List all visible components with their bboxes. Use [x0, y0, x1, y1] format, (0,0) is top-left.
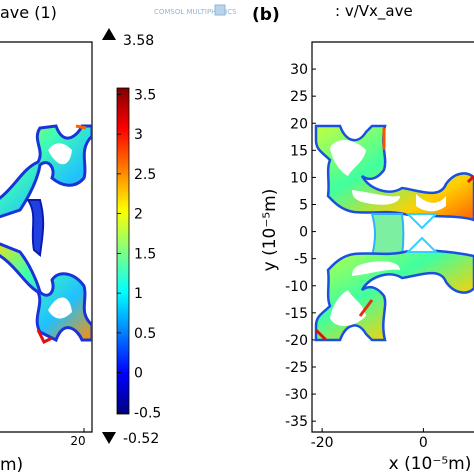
panel-a-frame [0, 41, 93, 433]
panel-a-xlabel: m) [0, 455, 23, 474]
y-tick-label: -20 [285, 333, 308, 349]
watermark: COMSOL MULTIPHYSICS [154, 4, 237, 16]
colorbar-tick-label: 0.5 [134, 326, 156, 342]
comsol-logo-icon [214, 4, 226, 16]
y-tick-label: 5 [299, 198, 308, 214]
colorbar-ticks: 3.5 3 2.5 2 1.5 1 0.5 0 -0.5 [117, 87, 161, 421]
panel-b-ylabel-text: y (10⁻⁵m) [260, 189, 280, 272]
x-tick-label: 0 [419, 435, 428, 451]
panel-a: ave (1) COMSOL MULTIPHYSICS 20 m) [0, 3, 237, 474]
panel-a-title: ave (1) [0, 3, 57, 22]
y-tick-label: -25 [285, 360, 308, 376]
colorbar-tick-label: 1.5 [134, 246, 156, 262]
colorbar-min-label: -0.52 [123, 431, 159, 447]
colorbar-tick-label: 0 [134, 366, 143, 382]
hole-b-5 [352, 261, 400, 276]
panel-b-ylabel: y (10⁻⁵m) [260, 189, 280, 272]
colorbar-tick-label: 2 [134, 207, 143, 223]
hotspot-b-2 [358, 299, 374, 317]
panel-b-frame [311, 41, 474, 433]
colorbar-tick-label: 3.5 [134, 87, 156, 103]
colorbar-tick-label: 1 [134, 286, 143, 302]
colorbar: 3.58 3.5 3 2.5 2 1.5 1 0.5 0 -0.5 -0.52 [102, 28, 161, 447]
x-tick-label-a: 20 [70, 434, 85, 448]
max-arrow-icon [102, 28, 116, 40]
panel-b-plot-area [314, 124, 474, 342]
colorbar-tick-label: 3 [134, 127, 143, 143]
panel-b-xlabel: x (10⁻⁵m) [389, 454, 472, 474]
hotspot-b-3 [466, 174, 474, 184]
panel-a-plot-area [0, 124, 92, 345]
watermark-text: COMSOL MULTIPHYSICS [154, 8, 237, 16]
y-ticks: 30 25 20 15 10 5 0 -5 -10 -15 -20 -25 -30 -35 [285, 62, 316, 430]
panel-b-title: : v/Vx_ave [335, 2, 413, 21]
panel-b: (b) : v/Vx_ave 302520151050-5-10-15-20-2… [252, 2, 474, 474]
y-tick-label: 30 [290, 62, 308, 78]
colorbar-gradient [116, 87, 130, 415]
y-tick-label: 20 [290, 116, 308, 132]
y-tick-label: 10 [290, 170, 308, 186]
hole-b-1 [330, 140, 366, 176]
colorbar-tick-label: -0.5 [134, 405, 161, 421]
colorbar-tick-label: 2.5 [134, 167, 156, 183]
x-tick-label: -20 [311, 435, 334, 451]
colorbar-max-label: 3.58 [123, 33, 154, 49]
hotspot-a-2 [75, 124, 87, 130]
y-tick-label: -10 [285, 279, 308, 295]
y-tick-label: -35 [285, 414, 308, 430]
panel-a-axes: 20 m) [0, 41, 93, 474]
y-tick-label: 15 [290, 143, 308, 159]
hole-b-3 [416, 194, 446, 212]
structure-a-middle [26, 199, 45, 257]
y-tick-label: -15 [285, 306, 308, 322]
hole-b-4 [330, 290, 366, 326]
y-tick-label: 0 [299, 225, 308, 241]
y-tick-label: -30 [285, 387, 308, 403]
min-arrow-icon [102, 432, 116, 444]
panel-b-axes: 30 25 20 15 10 5 0 -5 -10 -15 -20 -25 -30 -35 -20 0 [260, 41, 474, 474]
structure-b-upper [314, 124, 474, 222]
y-tick-label: -5 [294, 252, 308, 268]
structure-b-middle [370, 213, 405, 257]
hotspot-b-1 [314, 328, 328, 342]
hole-a-1 [48, 143, 72, 165]
hotspot-a [36, 329, 53, 345]
hole-b-2 [352, 190, 400, 205]
hole-b-diamond-bottom [405, 236, 439, 253]
panel-b-label: (b) [252, 5, 280, 25]
structure-a-upper [0, 124, 92, 219]
x-ticks: -20 0 [311, 428, 428, 451]
hole-a-2 [48, 297, 72, 319]
hole-b-diamond-top [405, 213, 439, 230]
y-tick-label: 25 [290, 89, 308, 105]
structure-a-lower [0, 242, 92, 343]
